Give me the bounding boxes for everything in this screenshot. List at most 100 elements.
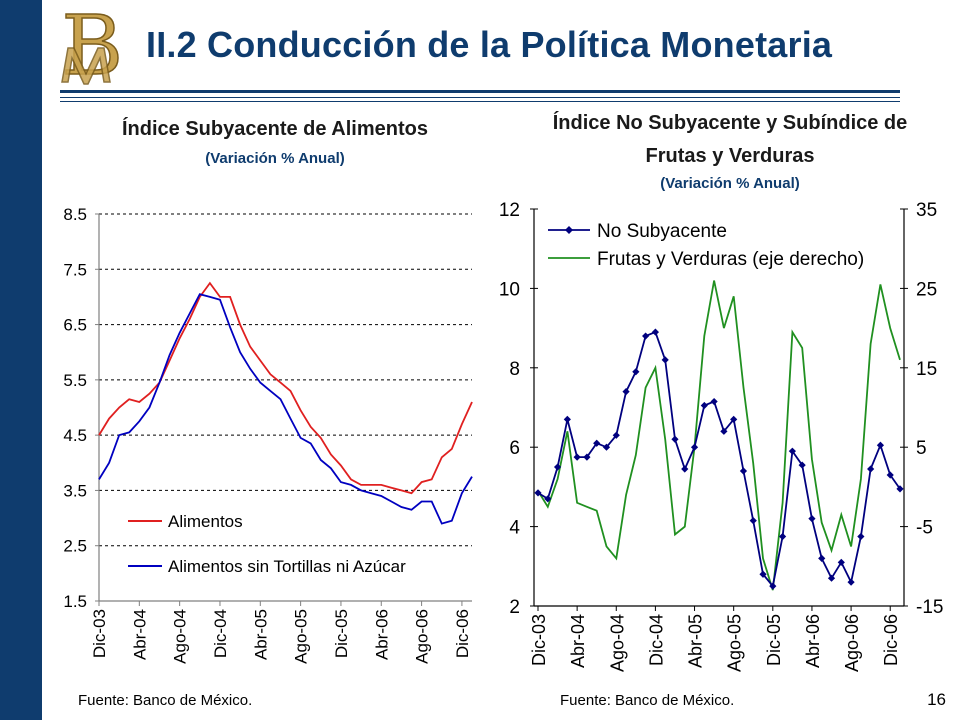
- left-chart-subtitle: (Variación % Anual): [205, 150, 345, 167]
- x-tick-label: Ago-05: [292, 609, 311, 664]
- data-point-marker: [544, 495, 552, 503]
- data-point-marker: [583, 453, 591, 461]
- data-point-marker: [681, 465, 689, 473]
- series-line-alimentos-sin-tortillas: [98, 293, 473, 525]
- data-point-marker: [534, 489, 542, 497]
- bank-logo: [61, 13, 119, 85]
- legend-marker: [565, 226, 573, 234]
- x-tick-label: Dic-03: [90, 609, 109, 658]
- series-line-no-subyacente: [537, 330, 901, 589]
- data-point-marker: [651, 328, 660, 336]
- right-y-tick-label: -5: [916, 518, 933, 539]
- legend-label: Alimentos: [168, 512, 243, 531]
- header-rule-thick: [60, 90, 900, 93]
- side-bar: [0, 0, 42, 720]
- y-tick-label: 5.5: [63, 371, 87, 390]
- x-tick-label: Dic-04: [211, 609, 230, 658]
- x-tick-label: Abr-06: [372, 609, 391, 660]
- data-point-marker: [739, 467, 748, 475]
- y-tick-label: 6.5: [63, 316, 87, 335]
- y-tick-label: 3.5: [63, 481, 87, 500]
- data-point-marker: [720, 427, 728, 435]
- y-tick-label: 1.5: [63, 592, 87, 611]
- x-tick-label: Dic-06: [453, 609, 472, 658]
- right-chart-title-line2: Frutas y Verduras: [645, 145, 815, 167]
- left-chart-source: Fuente: Banco de México.: [78, 692, 253, 709]
- data-point-marker: [808, 515, 816, 523]
- data-point-marker: [827, 574, 836, 582]
- x-tick-label: Ago-05: [725, 614, 745, 672]
- x-tick-label: Dic-05: [332, 609, 351, 658]
- left-y-tick-label: 12: [499, 200, 520, 221]
- left-chart-title: Índice Subyacente de Alimentos: [121, 118, 428, 140]
- series-line-frutas-verduras: [537, 280, 901, 591]
- data-point-marker: [837, 558, 845, 566]
- x-tick-label: Dic-06: [881, 614, 901, 666]
- data-point-marker: [847, 578, 855, 586]
- data-point-marker: [857, 532, 865, 541]
- right-y-tick-label: 5: [916, 438, 927, 459]
- legend-label: Alimentos sin Tortillas ni Azúcar: [168, 557, 406, 576]
- y-tick-label: 2.5: [63, 537, 87, 556]
- data-point-marker: [759, 570, 767, 578]
- x-tick-label: Abr-06: [803, 614, 823, 668]
- data-point-marker: [710, 397, 718, 406]
- x-tick-label: Dic-05: [764, 614, 784, 666]
- data-point-marker: [612, 431, 620, 439]
- right-y-tick-label: 15: [916, 359, 937, 380]
- x-tick-label: Abr-05: [251, 609, 270, 660]
- left-y-tick-label: 6: [509, 438, 520, 459]
- data-point-marker: [818, 554, 826, 562]
- data-point-marker: [690, 443, 699, 451]
- data-point-marker: [876, 441, 885, 449]
- data-point-marker: [563, 415, 571, 424]
- right-y-tick-label: -15: [916, 597, 943, 618]
- left-y-tick-label: 2: [509, 597, 520, 618]
- page-number: 16: [927, 690, 946, 709]
- data-point-marker: [700, 401, 708, 410]
- data-point-marker: [867, 465, 875, 473]
- data-point-marker: [593, 439, 601, 447]
- x-tick-label: Ago-04: [607, 614, 627, 672]
- right-chart-source: Fuente: Banco de México.: [560, 692, 735, 709]
- x-tick-label: Ago-04: [171, 609, 190, 664]
- data-point-marker: [798, 461, 806, 469]
- data-point-marker: [778, 532, 787, 541]
- data-point-marker: [632, 368, 640, 376]
- legend-label: No Subyacente: [597, 221, 727, 242]
- left-y-tick-label: 4: [509, 518, 520, 539]
- data-point-marker: [749, 517, 757, 525]
- data-point-marker: [622, 388, 630, 396]
- x-tick-label: Abr-05: [686, 614, 706, 668]
- page-title: II.2 Conducción de la Política Monetaria: [146, 24, 833, 65]
- data-point-marker: [573, 453, 581, 461]
- right-y-tick-label: 35: [916, 200, 937, 221]
- data-point-marker: [671, 435, 679, 443]
- x-tick-label: Abr-04: [568, 614, 588, 668]
- x-tick-label: Abr-04: [130, 609, 149, 660]
- data-point-marker: [642, 332, 650, 340]
- data-point-marker: [553, 463, 562, 471]
- header-rule-thin: [60, 97, 900, 98]
- data-point-marker: [896, 485, 904, 493]
- right-chart-subtitle: (Variación % Anual): [660, 175, 800, 192]
- legend-label: Frutas y Verduras (eje derecho): [597, 249, 864, 270]
- data-point-marker: [886, 471, 894, 479]
- right-chart-title-line1: Índice No Subyacente y Subíndice de: [552, 112, 908, 134]
- x-tick-label: Ago-06: [842, 614, 862, 672]
- data-point-marker: [769, 582, 777, 590]
- y-tick-label: 7.5: [63, 260, 87, 279]
- y-tick-label: 8.5: [63, 205, 87, 224]
- data-point-marker: [730, 415, 738, 424]
- left-y-tick-label: 10: [499, 279, 520, 300]
- y-tick-label: 4.5: [63, 426, 87, 445]
- left-y-tick-label: 8: [509, 359, 520, 380]
- x-tick-label: Dic-04: [646, 614, 666, 666]
- right-y-tick-label: 25: [916, 279, 937, 300]
- data-point-marker: [661, 356, 669, 364]
- x-tick-label: Ago-06: [413, 609, 432, 664]
- x-tick-label: Dic-03: [529, 614, 549, 666]
- data-point-marker: [602, 443, 611, 451]
